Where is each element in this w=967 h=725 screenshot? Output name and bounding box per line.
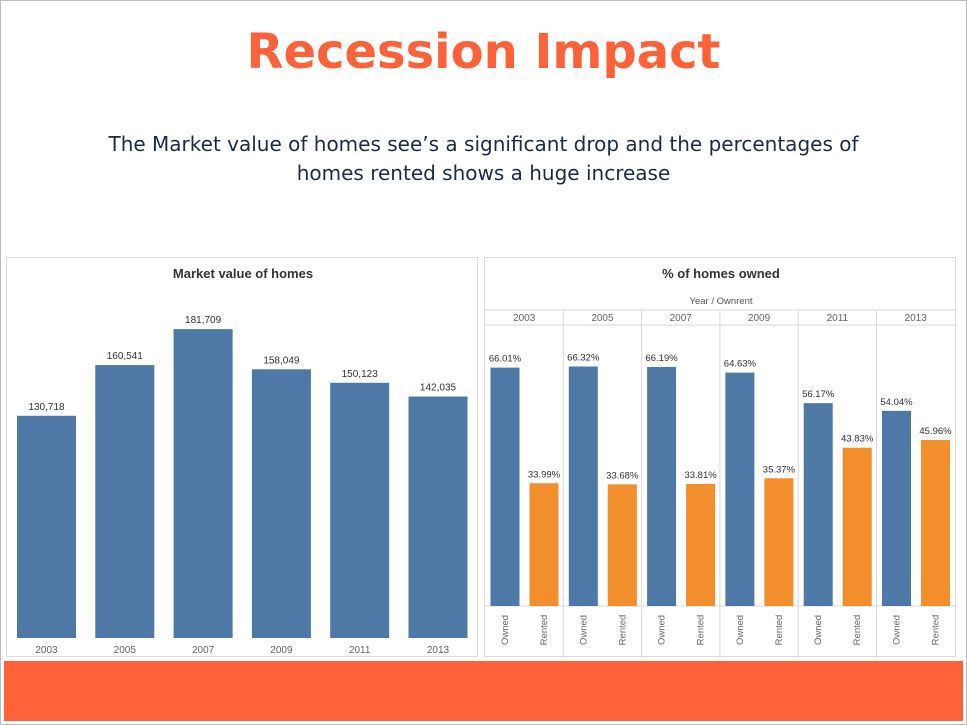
sub-category-label: Rented	[774, 615, 785, 646]
bar-rented	[842, 447, 872, 606]
data-label: 33.81%	[684, 470, 717, 481]
homes-owned-chart: % of homes owned Year / Ownrent 2003 66.01%…	[485, 266, 957, 658]
bar-owned	[490, 367, 520, 606]
bar-rented	[607, 484, 637, 606]
bar-owned	[568, 366, 598, 606]
data-label: 43.83%	[841, 434, 874, 445]
x-tick-label: 2005	[114, 645, 137, 656]
data-label: 181,709	[185, 315, 222, 326]
footer-bar	[4, 661, 963, 721]
chart-title: % of homes owned	[662, 266, 780, 281]
x-tick-label: 2009	[270, 645, 293, 656]
bar	[330, 382, 390, 638]
group-label: 2009	[748, 313, 771, 324]
data-label: 33.99%	[528, 469, 561, 480]
sub-category-label: Owned	[813, 615, 824, 645]
homes-owned-chart-panel: % of homes owned Year / Ownrent 2003 66.01%…	[484, 257, 957, 658]
bar-owned	[882, 410, 911, 606]
sub-category-label: Owned	[657, 615, 668, 645]
sub-category-label: Owned	[735, 615, 746, 645]
market-value-chart: Market value of homes 130,718 2003 160,541 2…	[17, 266, 468, 656]
sub-category-label: Owned	[892, 615, 903, 645]
data-label: 54.04%	[880, 397, 913, 408]
sub-category-label: Rented	[539, 615, 550, 646]
market-value-chart-panel: Market value of homes 130,718 2003 160,541 2…	[6, 257, 478, 657]
column-header: Year / Ownrent	[689, 296, 752, 307]
x-tick-label: 2007	[192, 645, 215, 656]
data-label: 64.63%	[724, 359, 757, 370]
bar	[17, 415, 76, 638]
sub-category-label: Owned	[578, 615, 589, 645]
sub-category-label: Rented	[617, 615, 628, 646]
slide-subtitle: The Market value of homes see’s a signif…	[108, 132, 859, 185]
group-label: 2003	[513, 313, 536, 324]
data-label: 160,541	[107, 351, 144, 362]
group-label: 2011	[827, 313, 849, 324]
group-label: 2013	[905, 313, 928, 324]
group-label: 2005	[591, 313, 614, 324]
x-tick-label: 2003	[35, 645, 58, 656]
data-label: 56.17%	[802, 389, 835, 400]
data-label: 150,123	[342, 369, 379, 380]
slide-title: Recession Impact	[246, 24, 721, 80]
data-label: 35.37%	[763, 464, 796, 475]
sub-category-label: Rented	[852, 615, 863, 646]
chart-title: Market value of homes	[173, 266, 313, 281]
bar-rented	[921, 440, 950, 606]
bar-owned	[803, 403, 833, 606]
x-tick-label: 2013	[427, 645, 450, 656]
bar-rented	[529, 483, 559, 606]
data-label: 66.32%	[567, 353, 600, 364]
sub-category-label: Rented	[696, 615, 707, 646]
bar-owned	[725, 372, 755, 606]
bar	[95, 365, 155, 638]
bar-rented	[686, 483, 716, 606]
bar	[408, 396, 468, 638]
bar-owned	[647, 366, 677, 606]
sub-category-label: Rented	[931, 615, 942, 646]
group-label: 2007	[670, 313, 693, 324]
bar	[173, 329, 233, 638]
data-label: 45.96%	[919, 426, 952, 437]
bar-rented	[764, 478, 794, 606]
data-label: 142,035	[420, 383, 457, 394]
bar	[251, 369, 311, 638]
x-tick-label: 2011	[349, 645, 371, 656]
data-label: 158,049	[263, 355, 300, 366]
data-label: 33.68%	[606, 470, 639, 481]
sub-category-label: Owned	[500, 615, 511, 645]
data-label: 66.19%	[645, 353, 678, 364]
data-label: 66.01%	[489, 354, 522, 365]
data-label: 130,718	[28, 402, 65, 413]
